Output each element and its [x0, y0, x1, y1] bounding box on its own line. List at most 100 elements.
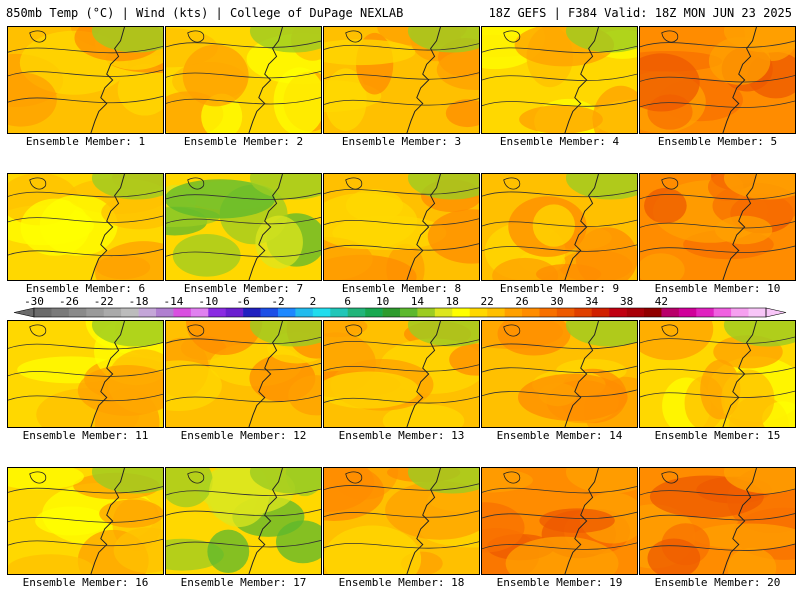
- height-contour: [640, 40, 795, 48]
- height-contour: [8, 95, 163, 104]
- colorbar-swatch: [626, 308, 645, 317]
- lake-outline: [345, 471, 363, 484]
- cool-anomaly: [565, 468, 637, 494]
- cool-anomaly: [249, 468, 321, 494]
- temperature-blob: [449, 343, 479, 376]
- height-contour: [324, 396, 479, 404]
- colorbar-swatch: [190, 308, 209, 317]
- height-contour: [324, 43, 479, 51]
- lake-outline: [661, 30, 679, 43]
- temperature-blob: [727, 547, 777, 574]
- colorbar-swatch: [434, 308, 453, 317]
- temperature-blob: [99, 499, 163, 528]
- temperature-blob: [436, 49, 479, 91]
- lake-outline: [661, 471, 679, 484]
- panel-label: Ensemble Member: 7: [183, 282, 304, 295]
- colorbar-swatch: [68, 308, 87, 317]
- lake-outline: [503, 30, 521, 43]
- height-contour: [324, 510, 479, 518]
- temperature-blob: [35, 506, 109, 536]
- colorbar-tick-label: -6: [236, 296, 249, 308]
- colorbar-tick-label: 26: [515, 296, 528, 308]
- height-contour: [8, 69, 163, 77]
- height-contour: [324, 98, 479, 106]
- height-contour: [640, 513, 795, 521]
- panel-label: Ensemble Member: 1: [25, 135, 146, 148]
- height-contour: [166, 540, 321, 548]
- colorbar-swatch: [696, 308, 715, 317]
- height-contour: [640, 221, 795, 229]
- ensemble-panel-19: [481, 467, 638, 575]
- cool-anomaly: [91, 174, 163, 200]
- ensemble-panel-17: [165, 467, 322, 575]
- height-contour: [324, 541, 479, 549]
- colorbar-swatch: [417, 308, 436, 317]
- cool-anomaly: [91, 27, 163, 53]
- height-contour: [166, 70, 321, 79]
- panel-label: Ensemble Member: 20: [654, 576, 781, 589]
- height-contour: [166, 488, 321, 496]
- height-contour: [166, 217, 321, 225]
- height-contour: [640, 192, 795, 200]
- colorbar-tick-label: 14: [411, 296, 425, 308]
- cool-anomaly: [91, 321, 163, 347]
- colorbar-tick-label: -22: [94, 296, 114, 308]
- temperature-blob: [519, 105, 603, 133]
- ensemble-panel-8: [323, 173, 480, 281]
- coastline: [406, 174, 441, 280]
- coastline: [248, 468, 283, 574]
- colorbar-swatch: [678, 308, 697, 317]
- colorbar-tick-label: 6: [344, 296, 351, 308]
- temperature-blob: [539, 508, 615, 533]
- colorbar-swatch: [382, 308, 401, 317]
- colorbar-tick-label: 38: [620, 296, 633, 308]
- panel-label: Ensemble Member: 13: [338, 429, 465, 442]
- lake-outline: [187, 30, 205, 43]
- colorbar-tick-label: 10: [376, 296, 389, 308]
- ensemble-panel-13: [323, 320, 480, 428]
- colorbar-swatch: [138, 308, 157, 317]
- cool-anomaly: [565, 321, 637, 347]
- panel-label: Ensemble Member: 17: [180, 576, 307, 589]
- temperature-blob: [8, 554, 94, 574]
- height-contour: [482, 486, 637, 494]
- temperature-blob: [77, 364, 163, 416]
- colorbar-tick-label: 18: [446, 296, 459, 308]
- height-contour: [8, 190, 163, 198]
- colorbar-swatch: [731, 308, 749, 317]
- ensemble-panel-5: [639, 26, 796, 134]
- lake-outline: [661, 177, 679, 190]
- lake-outline: [29, 177, 47, 190]
- cool-anomaly: [407, 321, 479, 347]
- lake-outline: [29, 30, 47, 43]
- ensemble-panel-12: [165, 320, 322, 428]
- coastline: [406, 468, 441, 574]
- height-contour: [640, 245, 795, 253]
- ensemble-panel-4: [481, 26, 638, 134]
- temperature-blob: [288, 375, 321, 416]
- coastline: [90, 321, 125, 427]
- height-contour: [482, 45, 637, 54]
- height-contour: [8, 538, 163, 547]
- colorbar-swatch: [400, 308, 418, 317]
- panel-label: Ensemble Member: 9: [499, 282, 620, 295]
- height-contour: [166, 40, 321, 48]
- height-contour: [8, 248, 163, 257]
- temperature-blob: [95, 255, 151, 280]
- ensemble-panel-18: [323, 467, 480, 575]
- temperature-blob: [640, 321, 714, 361]
- lake-outline: [345, 30, 363, 43]
- temperature-blob: [536, 263, 602, 280]
- lake-outline: [187, 471, 205, 484]
- height-contour: [640, 336, 795, 344]
- temperature-colorbar: -30 -26 -22 -18 -14 -10 -6 -2 2 6 10 14 18 22 26 30 34 38…: [13, 296, 787, 318]
- temperature-blob: [324, 68, 367, 131]
- height-contour: [482, 542, 637, 550]
- chart-title: 850mb Temp (°C) | Wind (kts) | College o…: [6, 6, 404, 20]
- colorbar-max-arrow: [765, 307, 787, 318]
- temperature-blob: [715, 215, 773, 245]
- colorbar-tick-label: 42: [655, 296, 668, 308]
- height-contour: [166, 97, 321, 105]
- cool-anomaly: [91, 468, 163, 494]
- height-contour: [482, 73, 637, 81]
